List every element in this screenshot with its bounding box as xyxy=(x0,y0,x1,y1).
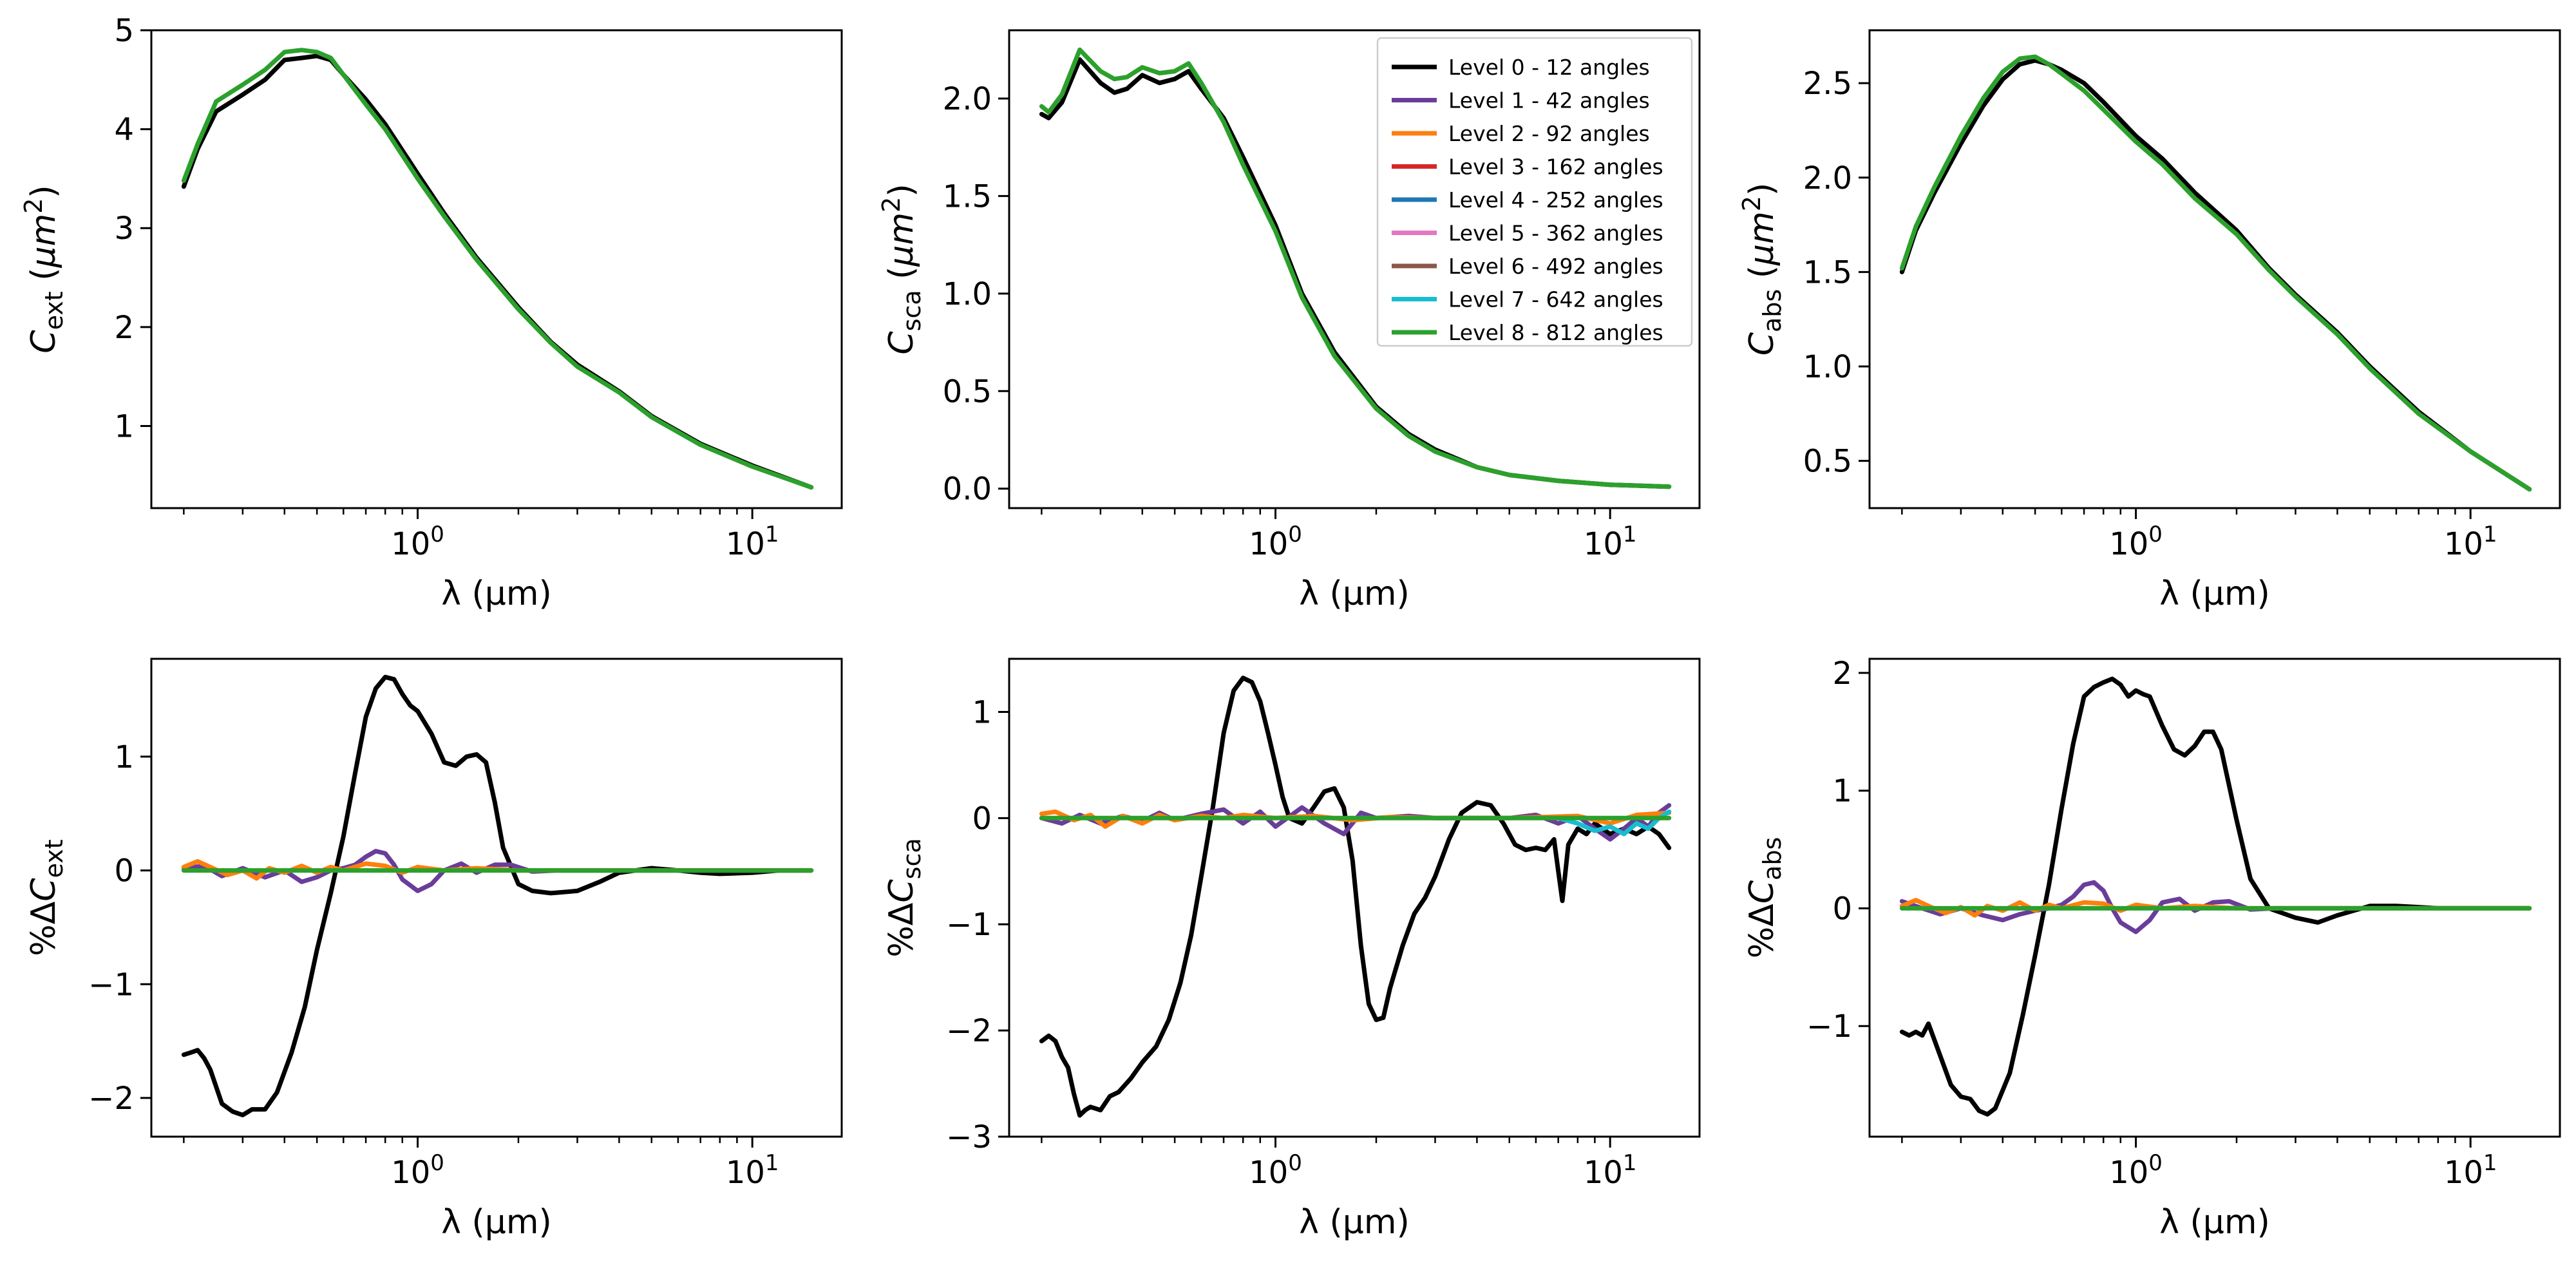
x-tick-label: 101 xyxy=(726,1150,779,1191)
axes-frame xyxy=(1868,658,2561,1138)
y-tick-label: 4 xyxy=(114,112,134,148)
y-tick-label: −2 xyxy=(88,1081,134,1117)
legend-label: Level 1 - 42 angles xyxy=(1448,88,1650,113)
x-axis-label: λ (μm) xyxy=(1299,574,1410,613)
axes-frame xyxy=(1868,29,2561,509)
y-tick-label: 0 xyxy=(1832,891,1852,927)
legend-label: Level 7 - 642 angles xyxy=(1448,287,1663,312)
legend: Level 0 - 12 angles Level 1 - 42 angles Le… xyxy=(1376,37,1693,347)
x-axis-label: λ (μm) xyxy=(1299,1203,1410,1242)
y-tick-label: 2.0 xyxy=(943,81,992,117)
y-axis-label: %ΔCsca%ΔC_sca xyxy=(882,838,926,957)
series-line-level-0-12-angles xyxy=(1039,676,1672,1118)
y-tick-label: 1 xyxy=(114,408,134,444)
panel-bottom-left: 100 101 −2 −1 0 1 λ (μm) %ΔCext%ΔC_ext xyxy=(24,658,843,1242)
axes-frame xyxy=(150,29,843,509)
y-tick-label: 1.5 xyxy=(1803,254,1852,290)
panel-top-right: 100 101 0.5 1.0 1.5 2.0 2.5 λ (μm) Cabs (μm2)C_a… xyxy=(1738,29,2561,613)
x-axis-label: λ (μm) xyxy=(2159,1203,2270,1242)
x-tick-label: 101 xyxy=(726,522,779,562)
y-tick-label: 5 xyxy=(114,13,134,49)
y-tick-label: 0.0 xyxy=(943,471,992,507)
legend-label: Level 4 - 252 angles xyxy=(1448,187,1663,213)
y-tick-label: −1 xyxy=(1806,1009,1852,1045)
y-tick-label: 1.0 xyxy=(1803,349,1852,385)
y-tick-label: −1 xyxy=(88,967,134,1003)
y-tick-label: 1.0 xyxy=(943,276,992,312)
x-axis-label: λ (μm) xyxy=(441,574,552,613)
y-tick-label: 1 xyxy=(972,694,992,730)
y-tick-label: 1 xyxy=(1832,773,1852,810)
y-tick-label: 1.5 xyxy=(943,178,992,214)
y-tick-label: 1 xyxy=(114,739,134,775)
axes-frame xyxy=(150,658,843,1138)
x-tick-label: 100 xyxy=(1249,522,1302,562)
panel-bottom-middle: 100 101 −3 −2 −1 0 1 λ (μm) %ΔCsca%ΔC_sca xyxy=(882,658,1701,1242)
y-tick-label: 2.5 xyxy=(1803,66,1852,102)
legend-label: Level 3 - 162 angles xyxy=(1448,155,1663,180)
series-line-level-8-812-angles xyxy=(181,48,814,490)
y-tick-label: −2 xyxy=(946,1013,992,1049)
series-line-level-8-812-angles xyxy=(1039,47,1672,489)
x-tick-label: 101 xyxy=(2444,1150,2497,1191)
legend-box xyxy=(1376,37,1693,347)
x-tick-label: 100 xyxy=(2109,1150,2163,1191)
y-tick-label: 0.5 xyxy=(943,374,992,410)
x-axis-label: λ (μm) xyxy=(441,1203,552,1242)
y-tick-label: 0 xyxy=(972,800,992,837)
y-tick-label: −1 xyxy=(946,907,992,943)
series-line-level-0-12-angles xyxy=(181,674,814,1117)
legend-label: Level 8 - 812 angles xyxy=(1448,320,1663,345)
panel-top-left: 100 101 1 2 3 4 5 λ (μm) Cext (μm2)C_ext (μm^2) xyxy=(19,13,843,613)
x-tick-label: 101 xyxy=(2444,522,2497,562)
x-tick-label: 100 xyxy=(391,1150,444,1191)
legend-label: Level 6 - 492 angles xyxy=(1448,254,1663,279)
x-tick-label: 100 xyxy=(1249,1150,1302,1191)
y-tick-label: 2 xyxy=(114,310,134,346)
x-tick-label: 101 xyxy=(1584,522,1637,562)
panel-top-middle: 100 101 0.0 0.5 1.0 1.5 2.0 λ (μm) Csca (μm2)C_s… xyxy=(877,29,1701,613)
legend-label: Level 0 - 12 angles xyxy=(1448,55,1650,80)
x-tick-label: 100 xyxy=(391,522,444,562)
y-axis-label: %ΔCext%ΔC_ext xyxy=(24,839,68,956)
panel-bottom-right: 100 101 −1 0 1 2 λ (μm) %ΔCabs%ΔC_abs xyxy=(1743,656,2561,1242)
x-tick-label: 100 xyxy=(2109,522,2163,562)
x-axis-label: λ (μm) xyxy=(2159,574,2270,613)
series-line-level-0-12-angles xyxy=(1899,676,2532,1117)
axes-frame xyxy=(1008,658,1701,1138)
y-axis-label: Cabs (μm2)C_abs (μm^2) xyxy=(1738,183,1786,356)
y-tick-label: −3 xyxy=(946,1119,992,1155)
x-tick-label: 101 xyxy=(1584,1150,1637,1191)
axes-frame xyxy=(1008,29,1701,509)
y-tick-label: 0 xyxy=(114,853,134,889)
series-line-level-0-12-angles xyxy=(181,53,814,490)
y-tick-label: 2 xyxy=(1832,656,1852,692)
series-line-level-8-812-angles xyxy=(1899,54,2532,492)
y-tick-label: 0.5 xyxy=(1803,444,1852,480)
legend-label: Level 5 - 362 angles xyxy=(1448,221,1663,246)
y-tick-label: 3 xyxy=(114,211,134,247)
y-axis-label: Cext (μm2)C_ext (μm^2) xyxy=(19,185,68,353)
y-axis-label: %ΔCabs%ΔC_abs xyxy=(1743,837,1786,959)
legend-label: Level 2 - 92 angles xyxy=(1448,121,1650,146)
y-axis-label: Csca (μm2)C_sca (μm^2) xyxy=(877,184,926,354)
series-line-level-7-642-angles xyxy=(1556,809,1672,837)
y-tick-label: 2.0 xyxy=(1803,160,1852,196)
